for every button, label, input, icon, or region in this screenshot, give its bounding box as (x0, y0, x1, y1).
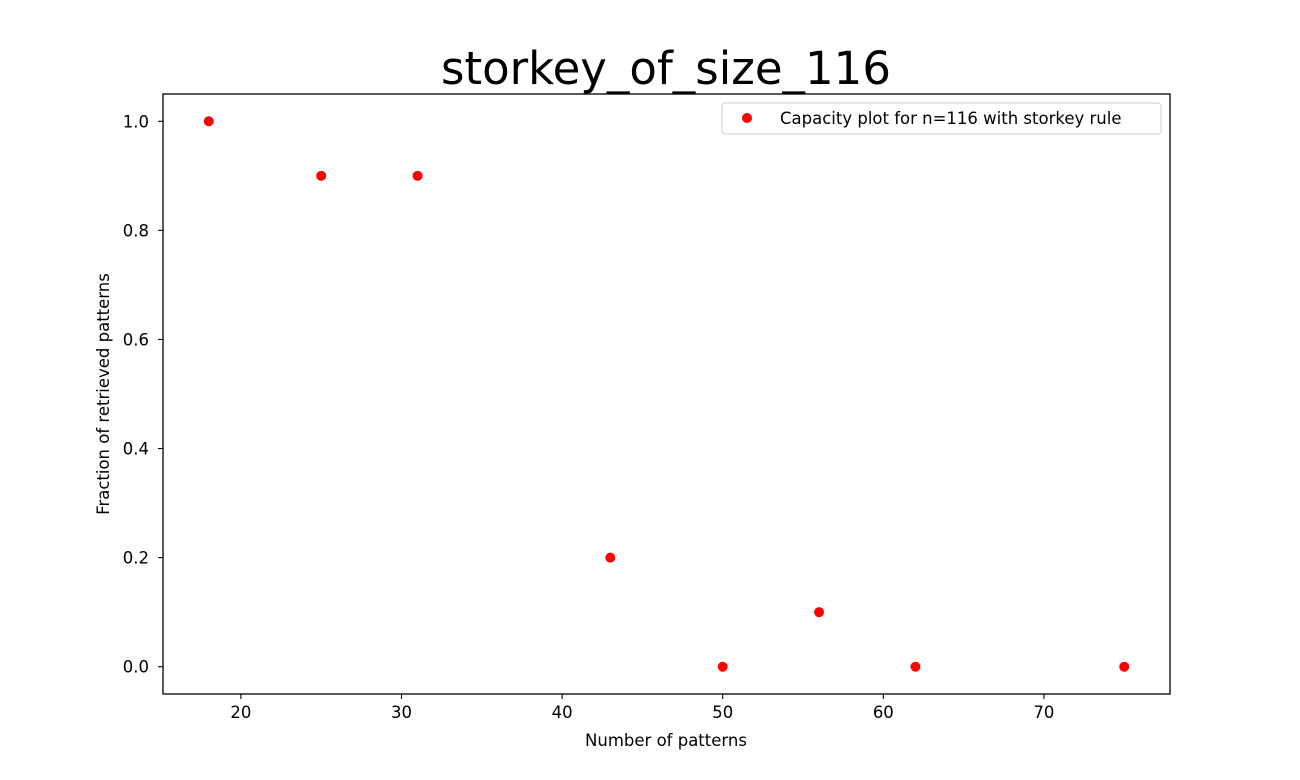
y-axis-ticks: 0.0 0.2 0.4 0.6 0.8 1.0 (123, 112, 163, 677)
data-point (910, 661, 921, 672)
legend-box (721, 102, 1162, 135)
y-tick-label: 0.6 (123, 330, 149, 349)
legend-marker (742, 113, 752, 123)
y-tick-label: 0.4 (123, 440, 149, 459)
y-tick-label: 0.0 (123, 658, 149, 677)
data-point (814, 607, 825, 618)
data-point (203, 116, 214, 127)
x-tick-label: 70 (1033, 703, 1054, 722)
x-tick-label: 50 (712, 703, 733, 722)
x-tick-label: 60 (873, 703, 894, 722)
data-point (717, 661, 728, 672)
y-tick-label: 1.0 (123, 112, 149, 131)
x-axis-ticks: 20 30 40 50 60 70 (230, 694, 1054, 722)
x-tick-label: 20 (230, 703, 251, 722)
x-tick-label: 40 (552, 703, 573, 722)
y-axis-label: Fraction of retrieved patterns (94, 273, 113, 515)
y-tick-label: 0.8 (123, 221, 149, 240)
data-point (1119, 661, 1130, 672)
x-tick-label: 30 (391, 703, 412, 722)
legend-label: Capacity plot for n=116 with storkey rul… (780, 109, 1121, 128)
plot-area-frame (162, 93, 1171, 695)
data-point (316, 170, 327, 181)
legend: Capacity plot for n=116 with storkey rul… (721, 102, 1162, 135)
x-axis-label: Number of patterns (585, 731, 747, 750)
y-tick-label: 0.2 (123, 549, 149, 568)
data-point (605, 552, 616, 563)
scatter-markers (203, 116, 1130, 672)
data-point (412, 170, 423, 181)
chart-title: storkey_of_size_116 (441, 42, 891, 95)
